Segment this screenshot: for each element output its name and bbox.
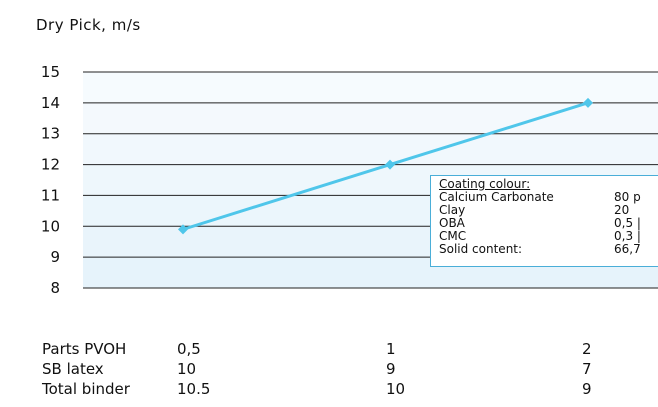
y-tick-label: 12 [41,156,60,174]
y-tick-label: 8 [50,279,60,297]
table-cell: 10 [386,380,405,398]
legend-name: Calcium Carbonate [439,191,614,204]
plot-band [83,134,658,165]
table-cell: 9 [582,380,592,398]
table-cell: 0,5 [177,340,201,358]
table-cell: 10 [177,360,196,378]
table-cell: 7 [582,360,592,378]
table-cell: 2 [582,340,592,358]
legend-row: Solid content: 66,7 [439,243,658,256]
y-tick-label: 10 [41,217,60,235]
legend-name: Solid content: [439,243,614,256]
y-tick-label: 14 [41,94,60,112]
y-tick-label: 15 [41,63,60,81]
row-label: Parts PVOH [42,340,126,358]
y-tick-label: 9 [50,248,60,266]
row-label: SB latex [42,360,104,378]
y-tick-label: 11 [41,186,60,204]
coating-colour-legend: Coating colour: Calcium Carbonate 80 p C… [430,175,658,267]
row-label: Total binder [42,380,130,398]
legend-name: Clay [439,204,614,217]
legend-value: 66,7 [614,243,641,256]
table-cell: 9 [386,360,396,378]
table-cell: 1 [386,340,396,358]
plot-band [83,72,658,103]
table-cell: 10.5 [177,380,210,398]
y-tick-label: 13 [41,125,60,143]
